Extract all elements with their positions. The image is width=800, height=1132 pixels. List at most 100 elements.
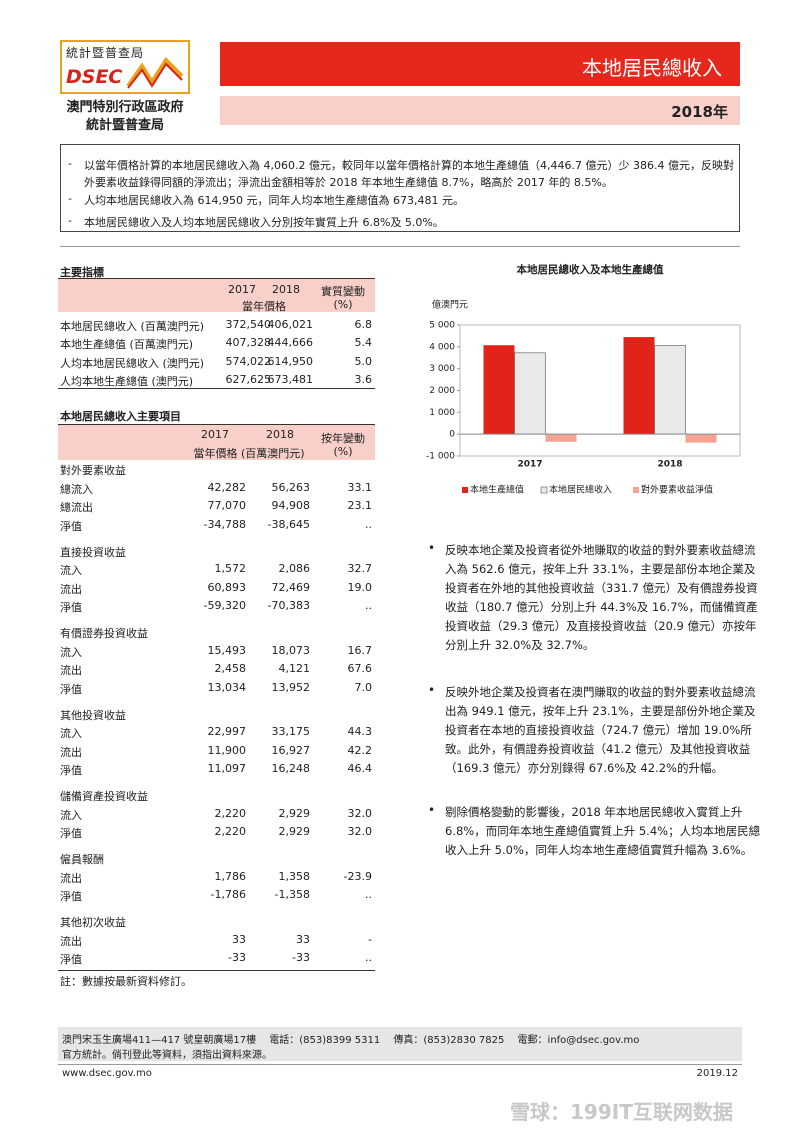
cell: 11,900: [207, 743, 247, 757]
cell: 32.0: [347, 825, 373, 838]
cell: 22,997: [207, 725, 247, 738]
website: www.dsec.gov.mo: [62, 1068, 152, 1079]
bullet-marker: •: [428, 683, 436, 697]
bullet-marker: •: [428, 803, 436, 817]
cell: 673,481: [267, 372, 314, 386]
summary-marker: -: [68, 192, 72, 205]
org-name: 統計暨普查局: [85, 118, 164, 133]
cell: 407,328: [225, 336, 272, 350]
footer-address: 澳門宋玉生廣場411—417 號皇朝廣場17樓 電話：(853)8399 531…: [62, 1035, 640, 1046]
cell: 16,927: [271, 743, 311, 757]
cell: 33: [296, 932, 310, 946]
cell: ..: [365, 599, 372, 612]
cell: 13,034: [207, 680, 247, 694]
legend-swatch: [633, 487, 639, 493]
group-label: 其他初次收益: [60, 916, 126, 929]
cell: 2,220: [214, 825, 247, 838]
cell: 372,540: [225, 318, 272, 331]
cell: 60,893: [207, 580, 247, 594]
cell: 19.0: [347, 580, 373, 594]
bullet-text: 反映本地企業及投資者從外地賺取的收益的對外要素收益總流入為 562.6 億元，按…: [445, 543, 758, 652]
year-banner: [220, 96, 740, 125]
logo-name: 統計暨普查局: [66, 46, 145, 60]
cell: -70,383: [267, 599, 310, 612]
page-title: 本地居民總收入: [582, 56, 722, 80]
cell: 1,358: [278, 869, 311, 883]
cell: -1,786: [210, 888, 246, 901]
bar: [545, 434, 577, 442]
cell: 16,248: [271, 762, 311, 775]
cell: 44.3: [347, 725, 373, 738]
cell: 33.1: [347, 480, 373, 494]
y-tick-label: 3 000: [429, 364, 455, 374]
table-rule: [58, 278, 375, 279]
cell: -59,320: [203, 599, 246, 612]
cell: 2,929: [278, 825, 311, 838]
group-label: 其他投資收益: [60, 708, 126, 722]
cell: 627,625: [225, 372, 272, 386]
row-label: 淨值: [60, 519, 82, 533]
cell: 56,263: [271, 480, 311, 494]
row-label: 淨值: [60, 601, 82, 614]
table-header-bg: [58, 278, 375, 312]
year-header: 2018: [266, 428, 294, 441]
cell: -34,788: [203, 517, 246, 531]
cell: 33,175: [271, 725, 311, 738]
price-header: 當年價格 (百萬澳門元): [193, 447, 305, 460]
cell: ..: [365, 951, 372, 964]
table-note: 註：數據按最新資料修訂。: [60, 975, 192, 988]
cell: 42.2: [347, 743, 373, 757]
legend-swatch: [462, 487, 468, 493]
cell: 18,073: [271, 643, 311, 657]
cell: ..: [365, 888, 372, 901]
title-banner: [220, 42, 740, 86]
legend-label: 對外要素收益淨值: [641, 484, 713, 496]
row-label: 本地居民總收入 (百萬澳門元): [60, 320, 205, 333]
y-tick-label: 5 000: [429, 321, 455, 331]
group-label: 有價證券投資收益: [60, 627, 148, 640]
date: 2019.12: [696, 1068, 738, 1079]
cell: 5.0: [354, 354, 373, 368]
cell: 1,572: [214, 562, 247, 575]
cell: ..: [365, 517, 372, 531]
cell: -38,645: [267, 517, 310, 531]
row-label: 總流出: [60, 501, 93, 514]
row-label: 人均本地生產總值 (澳門元): [60, 374, 194, 388]
logo: 統計暨普查局 DSEC: [60, 40, 190, 94]
year-header: 2018: [272, 283, 300, 296]
table-rule: [58, 388, 375, 389]
cell: -33: [292, 951, 310, 964]
logo-abbr: DSEC: [66, 66, 123, 88]
row-label: 本地生產總值 (百萬澳門元): [60, 338, 194, 352]
year-header: 2017: [201, 428, 229, 441]
cell: 77,070: [207, 499, 247, 512]
cell: 406,021: [267, 318, 314, 331]
cell: 16.7: [347, 643, 373, 657]
table-header-bg: [58, 424, 375, 460]
cell: 1,786: [214, 869, 247, 883]
cell: 2,220: [214, 806, 247, 820]
cell: 2,929: [278, 806, 311, 820]
table-rule: [58, 424, 375, 425]
cell: 33: [232, 932, 246, 946]
change-header: (%): [333, 445, 353, 458]
cell: 23.1: [347, 499, 373, 512]
summary-marker: -: [68, 157, 72, 170]
summary-box: [60, 144, 740, 232]
summary-item: 人均本地居民總收入為 614,950 元，同年人均本地生產總值為 673,481…: [84, 194, 464, 207]
row-label: 流入: [60, 808, 82, 822]
cell: 32.7: [347, 562, 373, 575]
row-label: 淨值: [60, 953, 82, 966]
price-header: 當年價格: [242, 300, 286, 313]
row-label: 流出: [60, 582, 82, 596]
cell: 444,666: [267, 336, 314, 350]
footer-rule: [58, 1064, 742, 1065]
cell: 7.0: [354, 680, 373, 694]
cell: 4,121: [278, 662, 311, 675]
change-header: (%): [333, 298, 353, 311]
row-label: 淨值: [60, 890, 82, 903]
table-title: 本地居民總收入主要項目: [60, 410, 181, 423]
watermark: 雪球：199IT互联网数据: [510, 1100, 733, 1124]
